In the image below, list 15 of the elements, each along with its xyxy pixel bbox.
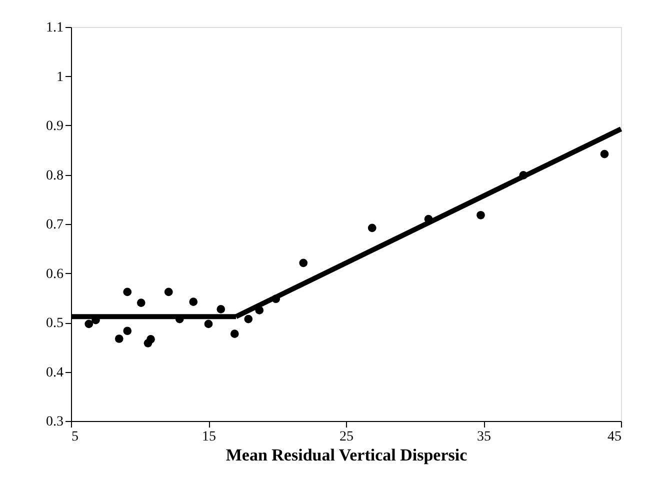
- x-tick-label: 15: [202, 430, 216, 444]
- y-tick-label: 0.7: [46, 218, 64, 232]
- y-tick-label: 0.9: [46, 119, 64, 134]
- y-tick-label: 0.4: [46, 365, 64, 380]
- x-tick-label: 35: [477, 430, 491, 444]
- x-tick-label: 5: [72, 430, 78, 444]
- y-tick-label: 0.8: [46, 168, 64, 184]
- x-axis-title: Mean Residual Vertical Dispersic: [226, 446, 468, 464]
- x-tick-label: 45: [608, 430, 622, 444]
- y-tick-label: 0.5: [46, 316, 64, 331]
- y-tick-label: 1: [56, 70, 64, 85]
- x-tick-label: 25: [340, 430, 354, 444]
- y-tick-label: 0.3: [46, 414, 64, 430]
- y-tick-label: 0.6: [46, 266, 64, 282]
- y-tick-label: 1.1: [46, 20, 64, 36]
